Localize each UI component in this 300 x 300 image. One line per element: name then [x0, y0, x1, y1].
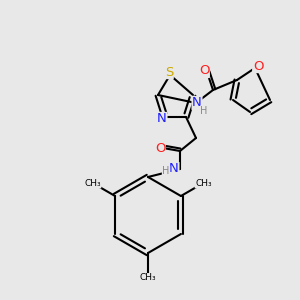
Text: CH₃: CH₃: [140, 274, 156, 283]
Text: O: O: [199, 64, 209, 77]
Text: CH₃: CH₃: [195, 179, 212, 188]
Text: O: O: [253, 59, 263, 73]
Text: S: S: [165, 65, 173, 79]
Text: N: N: [192, 97, 202, 110]
Text: N: N: [157, 112, 167, 125]
Text: O: O: [155, 142, 165, 155]
Text: H: H: [162, 166, 170, 176]
Text: H: H: [200, 106, 208, 116]
Text: CH₃: CH₃: [84, 179, 101, 188]
Text: N: N: [169, 163, 179, 176]
